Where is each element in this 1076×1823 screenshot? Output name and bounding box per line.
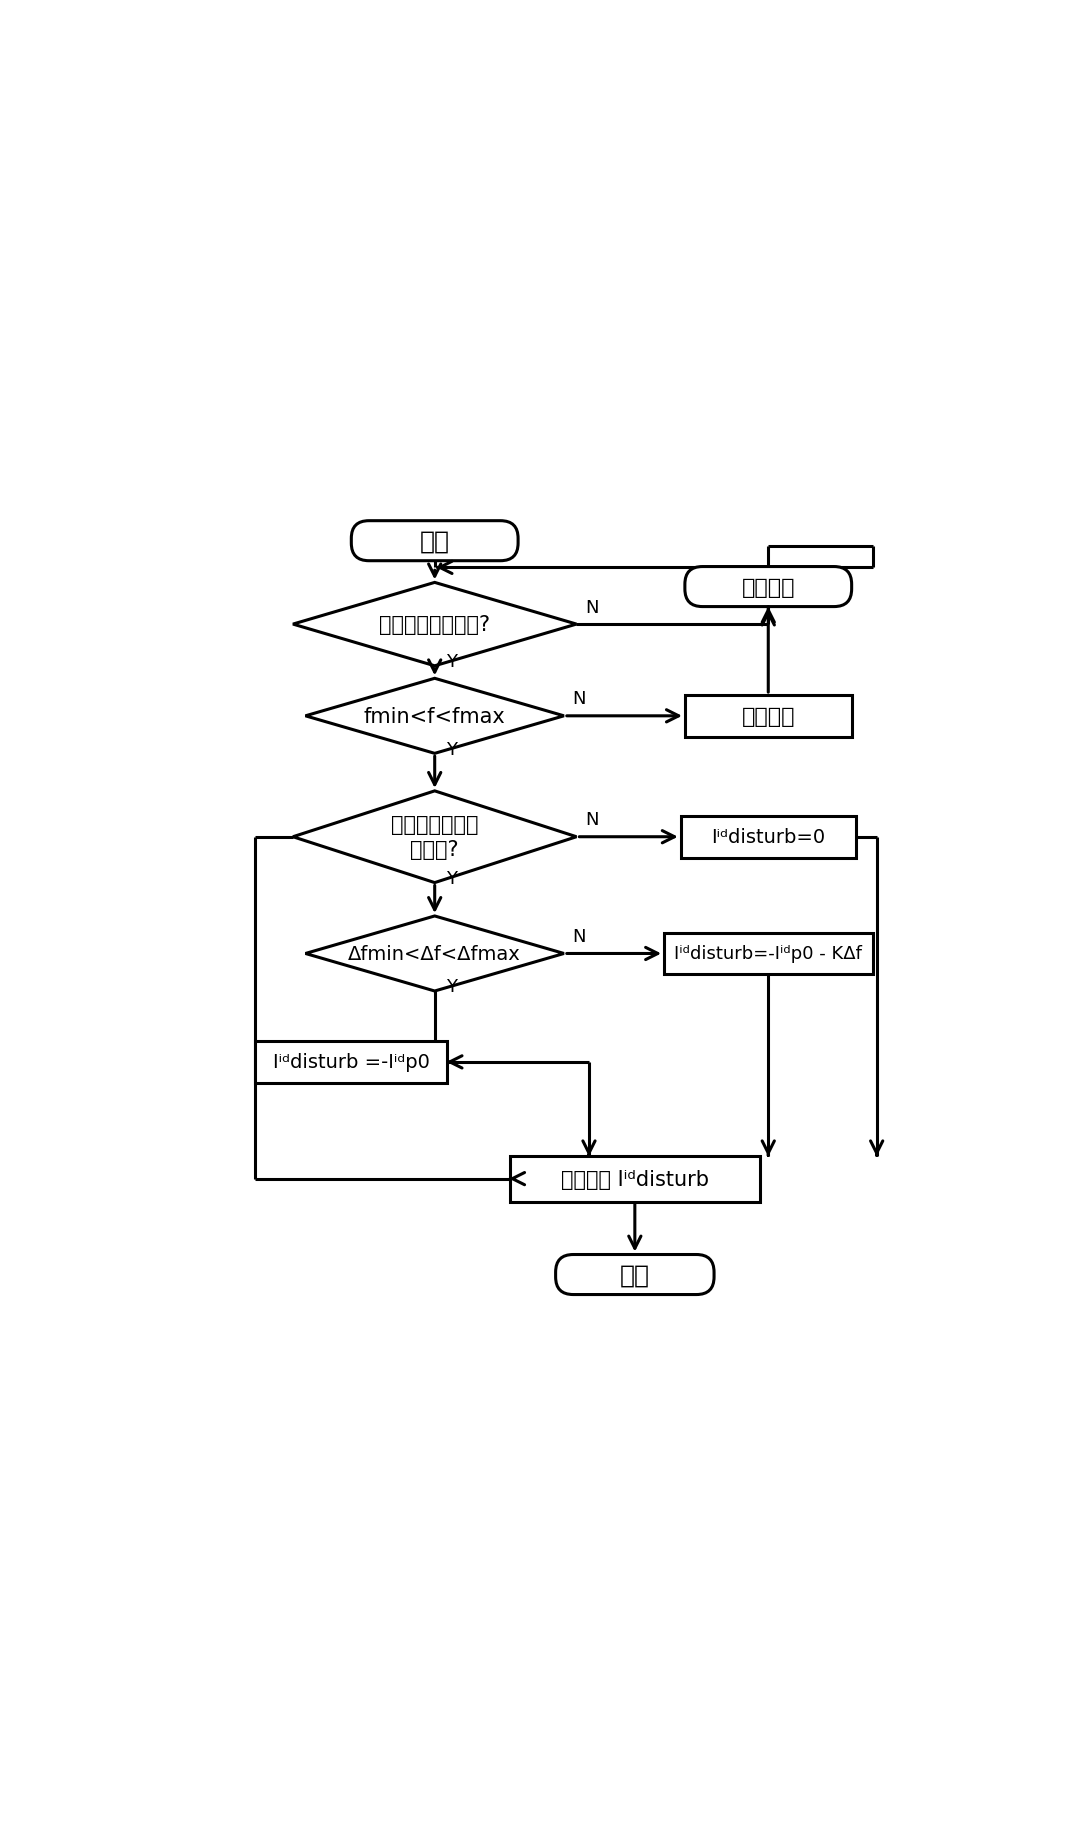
FancyBboxPatch shape <box>684 567 852 607</box>
Text: N: N <box>572 691 585 707</box>
FancyBboxPatch shape <box>555 1254 714 1294</box>
Bar <box>681 817 855 859</box>
Bar <box>255 1041 448 1083</box>
Text: 注入扰动 Iⁱᵈdisturb: 注入扰动 Iⁱᵈdisturb <box>561 1169 709 1189</box>
Text: Iⁱᵈdisturb =-Iⁱᵈp0: Iⁱᵈdisturb =-Iⁱᵈp0 <box>273 1054 429 1072</box>
Text: Δfmin<Δf<Δfmax: Δfmin<Δf<Δfmax <box>349 944 521 963</box>
Polygon shape <box>306 917 564 992</box>
Polygon shape <box>293 791 577 882</box>
Text: fmin<f<fmax: fmin<f<fmax <box>364 707 506 726</box>
Text: Y: Y <box>445 977 456 995</box>
Text: Y: Y <box>445 870 456 888</box>
Text: 处于并网发电状态?: 处于并网发电状态? <box>379 614 491 634</box>
Text: N: N <box>572 928 585 946</box>
Text: N: N <box>585 598 598 616</box>
Bar <box>684 696 852 736</box>
Bar <box>664 933 873 975</box>
Text: Y: Y <box>445 653 456 671</box>
Text: Iⁱᵈdisturb=0: Iⁱᵈdisturb=0 <box>711 828 825 846</box>
Text: 返回: 返回 <box>620 1263 650 1287</box>
Bar <box>510 1156 760 1201</box>
Text: Iⁱᵈdisturb=-Iⁱᵈp0 - KΔf: Iⁱᵈdisturb=-Iⁱᵈp0 - KΔf <box>675 944 862 963</box>
Text: 开始: 开始 <box>420 529 450 554</box>
Text: N: N <box>585 811 598 829</box>
Polygon shape <box>306 678 564 755</box>
Polygon shape <box>293 583 577 667</box>
Text: 保护停机: 保护停机 <box>741 578 795 598</box>
Text: 在电流扰动注入
周期内?: 在电流扰动注入 周期内? <box>391 815 479 860</box>
Text: 孤岛发生: 孤岛发生 <box>741 707 795 726</box>
Text: Y: Y <box>445 740 456 758</box>
FancyBboxPatch shape <box>351 521 519 561</box>
